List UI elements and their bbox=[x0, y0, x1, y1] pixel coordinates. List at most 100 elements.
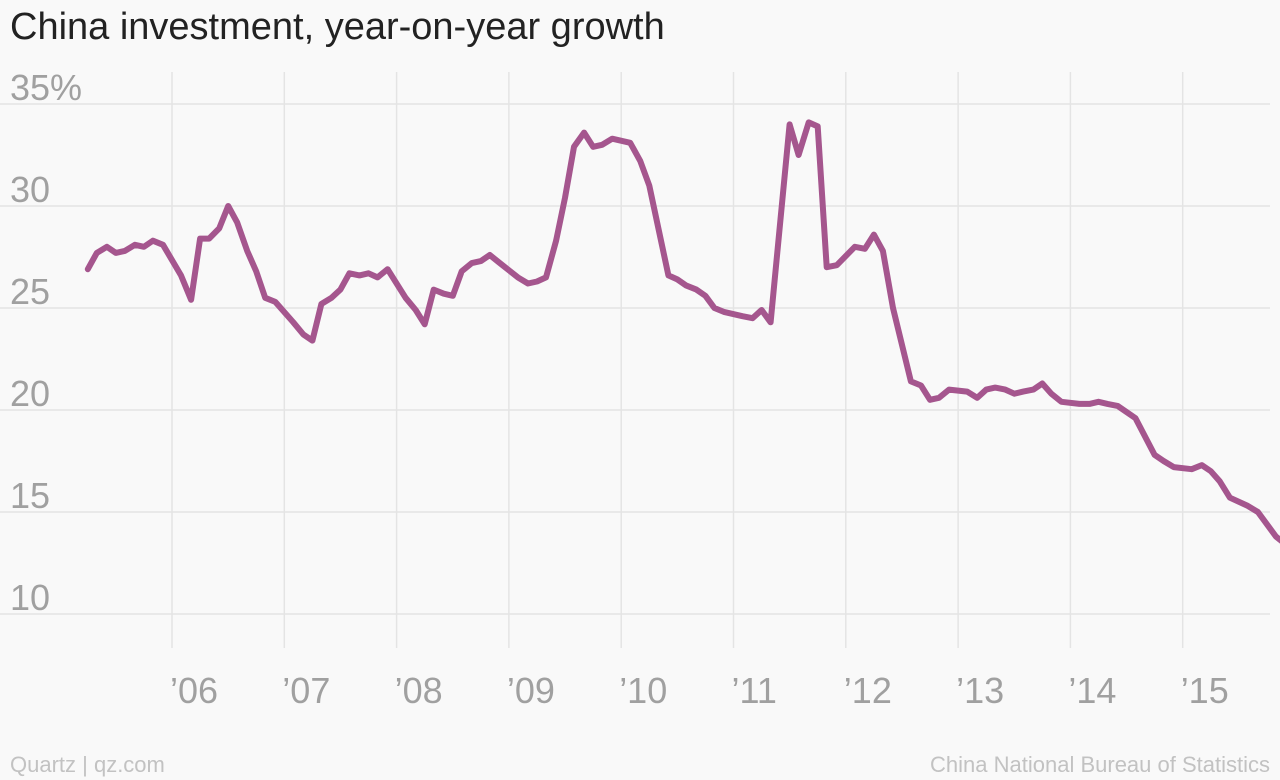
data-point bbox=[415, 309, 417, 311]
x-tick-label: ’06 bbox=[170, 670, 218, 711]
data-point bbox=[143, 246, 145, 248]
data-point bbox=[929, 399, 931, 401]
data-point bbox=[994, 387, 996, 389]
y-tick-label: 10 bbox=[10, 577, 50, 618]
data-point bbox=[339, 289, 341, 291]
data-point bbox=[387, 268, 389, 270]
data-point bbox=[752, 317, 754, 319]
data-point bbox=[1041, 383, 1043, 384]
data-point bbox=[255, 270, 257, 272]
data-point bbox=[985, 389, 987, 391]
data-points bbox=[87, 121, 1277, 537]
data-point bbox=[480, 260, 482, 262]
data-point bbox=[152, 240, 154, 242]
data-point bbox=[208, 238, 210, 240]
data-point bbox=[892, 307, 894, 309]
data-point bbox=[864, 248, 866, 250]
data-point bbox=[704, 295, 706, 297]
data-point bbox=[808, 121, 810, 123]
data-point bbox=[433, 289, 435, 291]
data-point bbox=[938, 397, 940, 399]
x-tick-label: ’14 bbox=[1068, 670, 1116, 711]
data-point bbox=[854, 246, 856, 248]
data-point bbox=[573, 146, 575, 148]
data-point bbox=[489, 254, 491, 256]
data-point bbox=[471, 262, 473, 264]
data-point bbox=[667, 274, 669, 276]
data-point bbox=[1098, 401, 1099, 403]
data-point bbox=[1022, 391, 1024, 393]
data-point bbox=[227, 205, 229, 207]
data-point bbox=[348, 272, 350, 274]
data-point bbox=[264, 297, 266, 299]
data-point bbox=[87, 268, 89, 270]
data-point bbox=[274, 301, 276, 303]
data-point bbox=[685, 285, 687, 287]
data-point bbox=[443, 293, 445, 295]
vertical-gridlines bbox=[171, 72, 1184, 648]
footer-source: China National Bureau of Statistics bbox=[930, 752, 1270, 777]
data-point bbox=[976, 397, 978, 399]
data-point bbox=[377, 276, 378, 278]
data-point bbox=[1191, 468, 1193, 470]
data-point bbox=[564, 197, 566, 199]
chart-title: China investment, year-on-year growth bbox=[10, 6, 665, 48]
data-point bbox=[695, 289, 697, 291]
data-point bbox=[134, 244, 136, 246]
data-point bbox=[1050, 393, 1052, 395]
y-tick-label: 30 bbox=[10, 169, 50, 210]
y-tick-label: 15 bbox=[10, 475, 50, 516]
data-point bbox=[1154, 454, 1156, 456]
data-point bbox=[115, 252, 117, 254]
data-point bbox=[1247, 505, 1249, 507]
data-point bbox=[302, 334, 304, 335]
data-point bbox=[1275, 536, 1277, 537]
data-point bbox=[236, 221, 238, 223]
x-tick-label: ’15 bbox=[1181, 670, 1229, 711]
data-point bbox=[1173, 466, 1175, 468]
data-point bbox=[966, 391, 968, 393]
data-point bbox=[452, 295, 454, 297]
x-tick-label: ’13 bbox=[956, 670, 1004, 711]
data-point bbox=[517, 276, 519, 278]
data-point bbox=[611, 138, 613, 140]
data-point bbox=[873, 234, 875, 236]
data-point bbox=[1089, 403, 1090, 405]
data-point bbox=[199, 238, 201, 240]
data-point bbox=[817, 125, 819, 127]
data-point bbox=[601, 144, 603, 146]
data-point bbox=[292, 321, 294, 323]
data-point bbox=[124, 250, 126, 252]
x-axis-tick-labels: ’06 ’07 ’08 ’09 ’10 ’11 ’12 ’13 ’14 ’15 bbox=[170, 670, 1229, 711]
data-point bbox=[592, 146, 594, 148]
data-point bbox=[1210, 470, 1212, 472]
data-point bbox=[948, 389, 950, 391]
data-point bbox=[789, 123, 791, 125]
data-point bbox=[882, 250, 884, 252]
y-tick-label: 35% bbox=[10, 67, 82, 108]
data-point bbox=[536, 281, 538, 282]
x-tick-label: ’07 bbox=[282, 670, 330, 711]
data-point bbox=[770, 321, 772, 323]
data-point bbox=[1163, 460, 1165, 462]
data-point bbox=[424, 323, 426, 325]
data-point bbox=[218, 227, 220, 229]
data-point bbox=[320, 303, 322, 305]
data-point bbox=[676, 278, 678, 280]
data-point bbox=[583, 132, 585, 134]
data-point bbox=[639, 160, 641, 162]
series-line bbox=[84, 119, 1280, 544]
data-point bbox=[527, 283, 529, 284]
data-point bbox=[368, 272, 369, 274]
data-point bbox=[162, 244, 164, 246]
data-point bbox=[405, 297, 407, 299]
data-point bbox=[1013, 393, 1015, 395]
data-point bbox=[311, 340, 313, 342]
data-point bbox=[761, 309, 763, 311]
data-point bbox=[1078, 403, 1080, 405]
data-point bbox=[1126, 411, 1127, 413]
x-tick-label: ’11 bbox=[732, 670, 777, 711]
data-point bbox=[246, 250, 248, 252]
data-point bbox=[96, 252, 98, 254]
